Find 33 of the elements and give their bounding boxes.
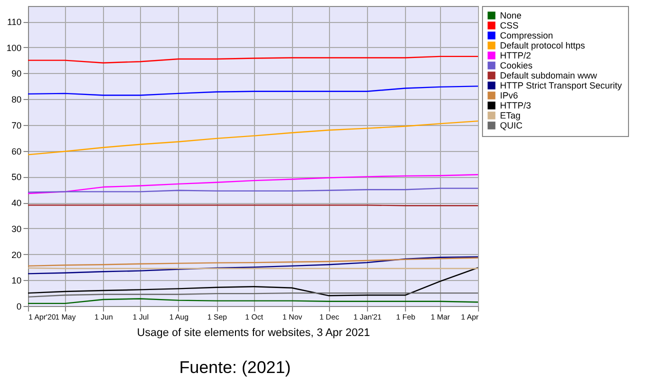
y-tick-label: 70 (11, 120, 22, 130)
x-axis-title: Usage of site elements for websites, 3 Apr 2021 (137, 327, 370, 339)
legend-label: HTTP/3 (500, 100, 532, 110)
legend-label: Cookies (500, 60, 534, 70)
legend-label: Compression (500, 30, 554, 40)
y-tick-label: 20 (11, 250, 22, 260)
legend-label: Default subdomain www (500, 70, 598, 80)
legend-label: ETag (500, 110, 521, 120)
source-note: Fuente: (2021) (178, 358, 292, 378)
line-series (28, 56, 478, 64)
y-tick-label: 100 (6, 42, 22, 53)
line-series (28, 267, 478, 296)
line-series (28, 86, 478, 96)
y-tick-label: 0 (16, 302, 22, 312)
legend-label: HTTP Strict Transport Security (500, 80, 622, 90)
legend-label: CSS (500, 20, 519, 30)
y-tick-label: 30 (11, 224, 22, 234)
y-tick-label: 10 (11, 276, 22, 286)
legend-label: None (500, 10, 522, 20)
y-tick-label: 110 (7, 17, 22, 28)
line-series (28, 174, 478, 194)
y-tick-label: 40 (11, 198, 22, 208)
legend-label: IPv6 (500, 90, 518, 100)
y-tick-label: 60 (11, 146, 22, 156)
legend-label: Default protocol https (500, 40, 586, 50)
y-tick-label: 90 (11, 68, 22, 79)
y-tick-label: 50 (11, 172, 22, 182)
legend-label: HTTP/2 (500, 50, 532, 60)
y-tick-label: 80 (11, 94, 22, 105)
legend-label: QUIC (500, 120, 523, 130)
line-series (28, 257, 478, 267)
line-series (28, 120, 478, 156)
line-series (28, 256, 478, 274)
